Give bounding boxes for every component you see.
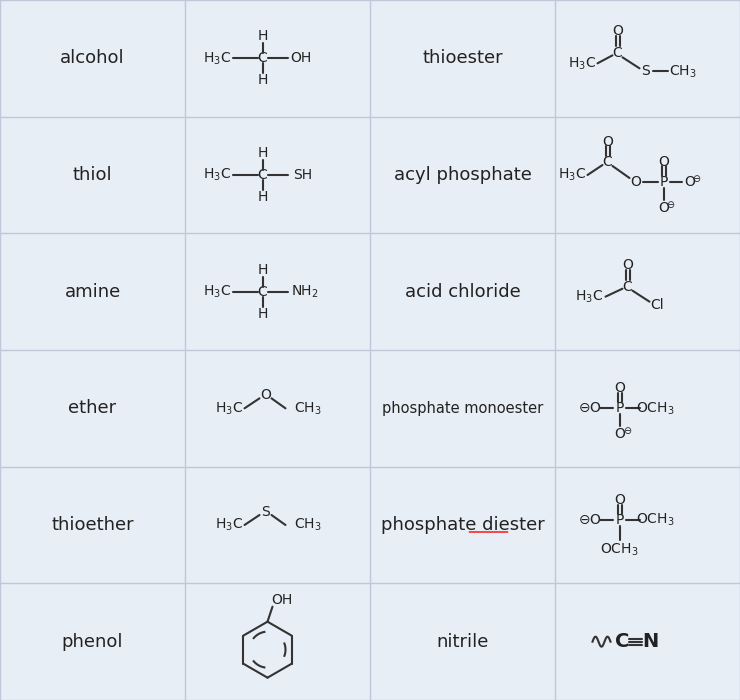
Text: O: O bbox=[622, 258, 633, 272]
Text: C: C bbox=[258, 168, 267, 182]
Text: OCH$_3$: OCH$_3$ bbox=[600, 542, 639, 558]
Text: CH$_3$: CH$_3$ bbox=[669, 63, 696, 80]
Text: phenol: phenol bbox=[61, 633, 124, 651]
Text: O: O bbox=[614, 427, 625, 441]
Text: P: P bbox=[616, 401, 624, 415]
Text: phosphate diester: phosphate diester bbox=[380, 516, 545, 534]
Text: thiol: thiol bbox=[73, 166, 112, 184]
Text: ether: ether bbox=[68, 399, 117, 417]
Text: C: C bbox=[622, 280, 633, 294]
Text: H: H bbox=[258, 190, 268, 204]
Text: S: S bbox=[641, 64, 650, 78]
Text: O: O bbox=[614, 382, 625, 395]
Text: H$_3$C: H$_3$C bbox=[559, 167, 587, 183]
Text: acid chloride: acid chloride bbox=[405, 283, 520, 301]
Text: nitrile: nitrile bbox=[437, 633, 488, 651]
Text: H$_3$C: H$_3$C bbox=[215, 400, 243, 416]
Text: amine: amine bbox=[64, 283, 121, 301]
Text: $\ominus$O: $\ominus$O bbox=[578, 513, 602, 527]
Text: H: H bbox=[258, 74, 268, 88]
Text: H: H bbox=[258, 262, 268, 276]
Text: H$_3$C: H$_3$C bbox=[204, 50, 232, 66]
Text: O: O bbox=[630, 175, 641, 189]
Text: CH$_3$: CH$_3$ bbox=[294, 400, 321, 416]
Text: acyl phosphate: acyl phosphate bbox=[394, 166, 531, 184]
Text: C: C bbox=[258, 51, 267, 65]
Text: $\ominus$O: $\ominus$O bbox=[578, 401, 602, 415]
Text: C: C bbox=[616, 632, 630, 651]
Text: thioester: thioester bbox=[423, 49, 502, 67]
Text: O: O bbox=[658, 201, 669, 215]
Text: H$_3$C: H$_3$C bbox=[568, 55, 596, 71]
Text: OH: OH bbox=[290, 51, 311, 65]
Text: C: C bbox=[258, 285, 267, 299]
Text: O: O bbox=[602, 135, 613, 149]
Text: O: O bbox=[260, 389, 271, 402]
Text: OCH$_3$: OCH$_3$ bbox=[636, 512, 675, 528]
Text: H$_3$C: H$_3$C bbox=[204, 284, 232, 300]
Text: P: P bbox=[659, 175, 667, 189]
Text: O: O bbox=[614, 493, 625, 507]
Text: $\ominus$: $\ominus$ bbox=[692, 172, 701, 183]
Text: alcohol: alcohol bbox=[60, 49, 125, 67]
Text: N: N bbox=[642, 632, 659, 651]
Text: Cl: Cl bbox=[650, 298, 665, 312]
Text: S: S bbox=[261, 505, 270, 519]
Text: H: H bbox=[258, 146, 268, 160]
Text: $\ominus$: $\ominus$ bbox=[666, 199, 675, 209]
Text: O: O bbox=[684, 175, 695, 189]
Text: O: O bbox=[612, 25, 623, 38]
Text: phosphate monoester: phosphate monoester bbox=[382, 401, 543, 416]
Text: thioether: thioether bbox=[51, 516, 134, 534]
Text: C: C bbox=[613, 46, 622, 60]
Text: O: O bbox=[658, 155, 669, 169]
Text: H$_3$C: H$_3$C bbox=[204, 167, 232, 183]
Text: CH$_3$: CH$_3$ bbox=[294, 517, 321, 533]
Text: NH$_2$: NH$_2$ bbox=[291, 284, 318, 300]
Text: H: H bbox=[258, 307, 268, 321]
Text: C: C bbox=[602, 155, 613, 169]
Text: $\ominus$: $\ominus$ bbox=[623, 425, 632, 436]
Text: SH: SH bbox=[293, 168, 312, 182]
Text: OCH$_3$: OCH$_3$ bbox=[636, 400, 675, 416]
Text: P: P bbox=[616, 513, 624, 527]
Text: H$_3$C: H$_3$C bbox=[576, 288, 604, 305]
Text: H: H bbox=[258, 29, 268, 43]
Text: H$_3$C: H$_3$C bbox=[215, 517, 243, 533]
Text: OH: OH bbox=[271, 593, 292, 607]
